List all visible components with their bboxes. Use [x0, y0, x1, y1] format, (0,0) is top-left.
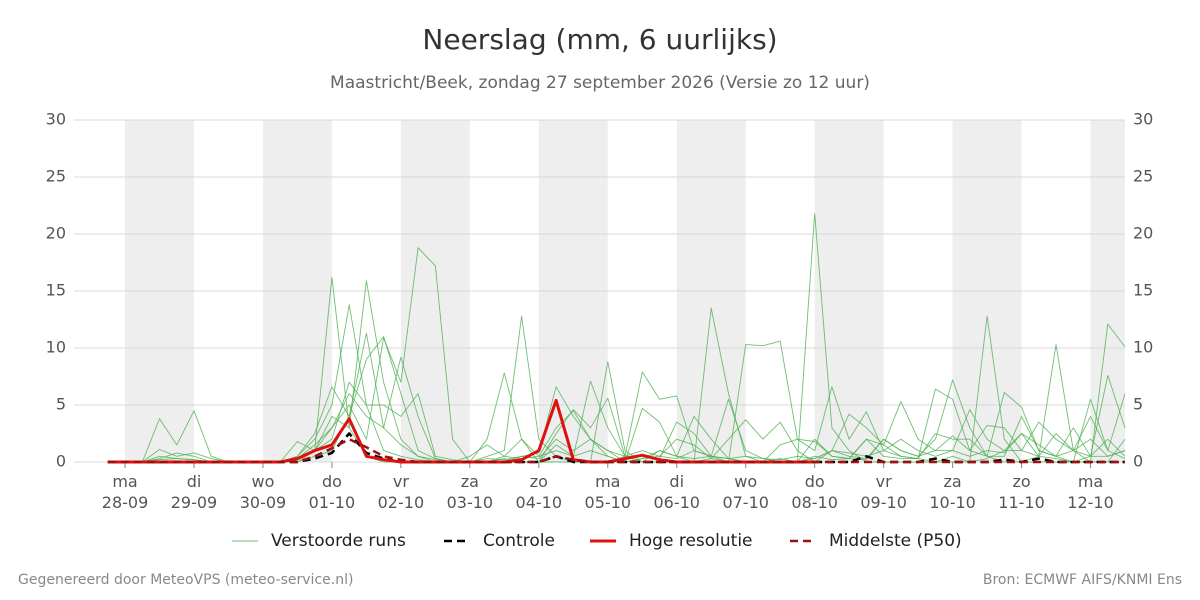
x-tick-label: di 29-09 [171, 472, 218, 512]
x-tick-label: vr 02-10 [378, 472, 425, 512]
x-tick-label: za 03-10 [447, 472, 494, 512]
chart-subtitle: Maastricht/Beek, zondag 27 september 202… [330, 73, 870, 93]
y2-tick-label: 5 [1133, 395, 1143, 414]
y-tick-label: 30 [46, 110, 66, 129]
x-tick-label: zo 11-10 [998, 472, 1045, 512]
y2-tick-label: 15 [1133, 281, 1153, 300]
y2-tick-label: 20 [1133, 224, 1153, 243]
y-tick-label: 25 [46, 167, 66, 186]
legend-label: Hoge resolutie [629, 531, 753, 551]
y-tick-label: 20 [46, 224, 66, 243]
x-tick-label: vr 09-10 [860, 472, 907, 512]
x-tick-label: do 01-10 [309, 472, 356, 512]
legend-label: Middelste (P50) [829, 531, 962, 551]
y-tick-label: 10 [46, 338, 66, 357]
x-tick-label: za 10-10 [929, 472, 976, 512]
y-tick-label: 0 [56, 452, 66, 471]
footer-right: Bron: ECMWF AIFS/KNMI Ens [983, 572, 1182, 588]
chart-title: Neerslag (mm, 6 uurlijks) [422, 23, 777, 56]
legend-label: Controle [483, 531, 555, 551]
x-tick-label: wo 30-09 [240, 472, 287, 512]
x-tick-label: zo 04-10 [516, 472, 563, 512]
series-line [107, 437, 1125, 464]
y2-tick-label: 25 [1133, 167, 1153, 186]
x-tick-label: ma 05-10 [585, 472, 632, 512]
x-tick-label: wo 07-10 [722, 472, 769, 512]
x-tick-label: di 06-10 [653, 472, 700, 512]
x-tick-label: ma 12-10 [1067, 472, 1114, 512]
y2-tick-label: 10 [1133, 338, 1153, 357]
footer-left: Gegenereerd door MeteoVPS (meteo-service… [18, 572, 353, 588]
y-tick-label: 15 [46, 281, 66, 300]
legend-label: Verstoorde runs [271, 531, 406, 551]
x-tick-label: ma 28-09 [102, 472, 149, 512]
y2-tick-label: 0 [1133, 452, 1143, 471]
y-tick-label: 5 [56, 395, 66, 414]
y2-tick-label: 30 [1133, 110, 1153, 129]
x-tick-label: do 08-10 [791, 472, 838, 512]
